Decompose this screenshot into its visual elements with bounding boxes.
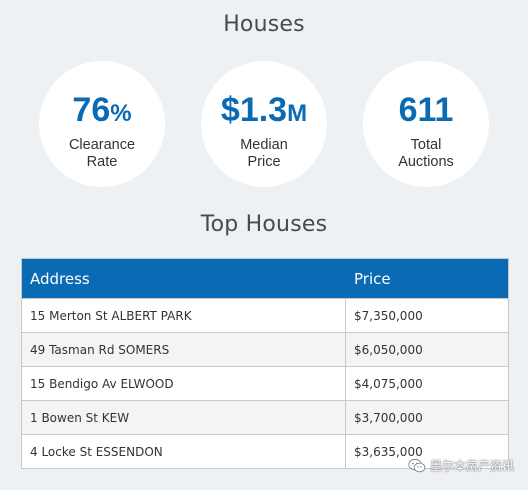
median-price-stat: $1.3M Median Price	[201, 61, 327, 187]
table-row: 4 Locke St ESSENDON $3,635,000	[22, 434, 508, 468]
total-auctions-value: 611	[398, 91, 454, 129]
address-cell: 1 Bowen St KEW	[22, 401, 346, 434]
price-cell: $3,700,000	[354, 410, 423, 425]
price-cell: $7,350,000	[354, 308, 423, 323]
address-cell: 15 Merton St ALBERT PARK	[22, 299, 346, 332]
address-column-header: Address	[30, 269, 90, 288]
price-cell: $4,075,000	[354, 376, 423, 391]
address-cell: 15 Bendigo Av ELWOOD	[22, 367, 346, 400]
houses-title: Houses	[223, 12, 305, 37]
table-row: 15 Merton St ALBERT PARK $7,350,000	[22, 298, 508, 332]
table-row: 49 Tasman Rd SOMERS $6,050,000	[22, 332, 508, 366]
watermark: 墨尔本房产资讯	[408, 457, 514, 474]
price-cell: $6,050,000	[354, 342, 423, 357]
clearance-rate-value: 76%	[72, 91, 132, 129]
clearance-rate-stat: 76% Clearance Rate	[39, 61, 165, 187]
top-houses-table: Address Price 15 Merton St ALBERT PARK $…	[21, 258, 509, 469]
total-auctions-stat: 611 Total Auctions	[363, 61, 489, 187]
price-cell: $3,635,000	[354, 444, 423, 459]
clearance-rate-label: Clearance Rate	[68, 137, 136, 170]
price-column-header: Price	[354, 269, 391, 288]
wechat-icon	[408, 458, 426, 472]
address-cell: 49 Tasman Rd SOMERS	[22, 333, 346, 366]
total-auctions-label: Total Auctions	[398, 137, 454, 170]
address-cell: 4 Locke St ESSENDON	[22, 435, 346, 468]
table-header: Address Price	[22, 259, 508, 298]
median-price-label: Median Price	[240, 137, 288, 170]
watermark-text: 墨尔本房产资讯	[429, 459, 514, 473]
top-houses-title: Top Houses	[200, 212, 328, 237]
table-row: 15 Bendigo Av ELWOOD $4,075,000	[22, 366, 508, 400]
median-price-value: $1.3M	[220, 91, 308, 129]
table-row: 1 Bowen St KEW $3,700,000	[22, 400, 508, 434]
